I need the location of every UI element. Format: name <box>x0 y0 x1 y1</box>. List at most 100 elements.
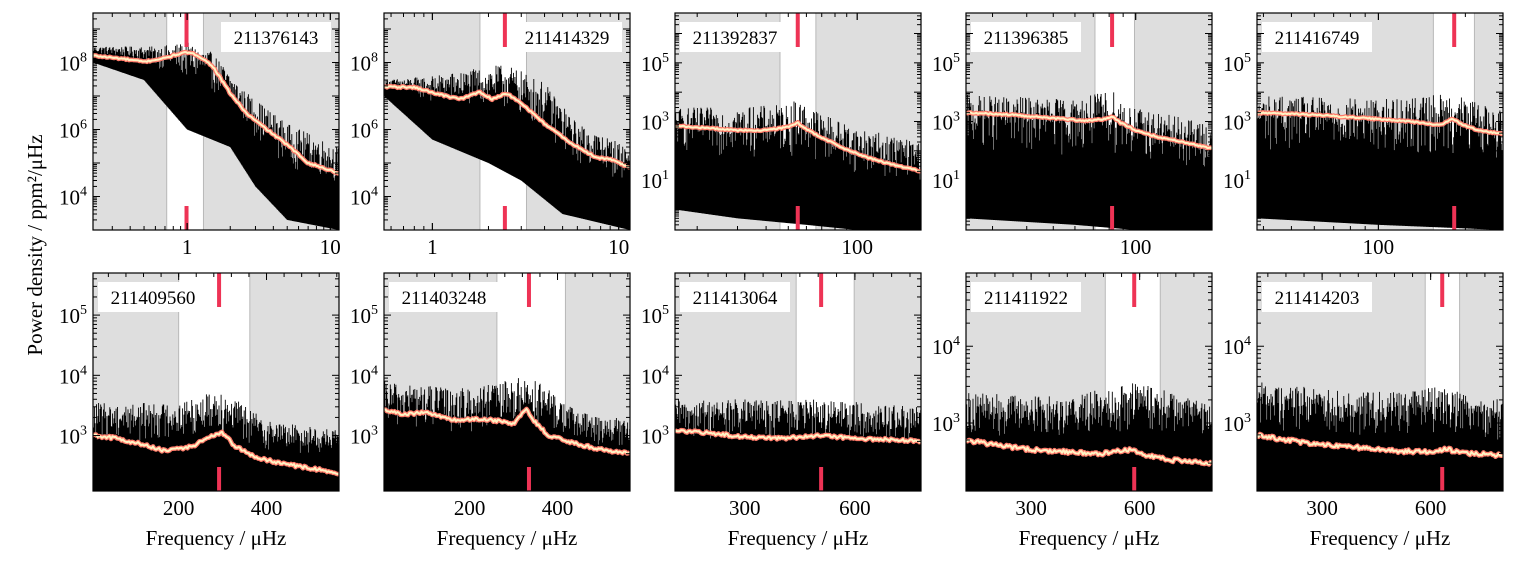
y-tick-label: 104 <box>59 184 87 209</box>
tick-marks <box>675 13 921 230</box>
y-tick-label: 106 <box>59 117 87 142</box>
x-tick-label: 200 <box>454 496 486 520</box>
y-tick-label: 104 <box>1223 334 1251 359</box>
y-tick-label: 105 <box>641 51 669 76</box>
smoothed-spectrum <box>1257 111 1503 136</box>
smoothed-spectrum <box>384 85 630 169</box>
smoothed-spectrum <box>384 407 630 455</box>
power-spectrum <box>966 383 1212 491</box>
y-tick-label: 105 <box>932 51 960 76</box>
y-tick-label: 105 <box>1223 51 1251 76</box>
panel-grid: 211376143 1 10 104 106 108 211414329 1 10 104 106 1… <box>59 12 1504 550</box>
star-id-box <box>389 282 499 312</box>
panel-211392837: 211392837 100 101 103 105 <box>641 12 922 259</box>
shaded-region-left <box>93 13 167 230</box>
x-axis-label: Frequency / μHz <box>146 526 287 550</box>
x-tick-label: 10 <box>608 235 629 259</box>
tick-marks <box>675 273 921 491</box>
panel-211411922: 211411922 300 600 103 104 Frequency / μHz <box>932 272 1213 550</box>
smoothed-spectrum <box>966 111 1212 150</box>
y-tick-label: 101 <box>932 168 960 193</box>
y-tick-label: 103 <box>932 411 960 436</box>
star-id-box <box>98 282 208 312</box>
smoothed-spectrum <box>675 429 921 444</box>
panel-211413064: 211413064 300 600 103 104 105 Frequency / μHz <box>641 272 922 550</box>
star-id-label: 211376143 <box>234 28 319 49</box>
tick-marks <box>384 13 630 230</box>
y-tick-label: 103 <box>1223 110 1251 135</box>
y-axis-label: Power density / ppm²/μHz <box>23 134 47 355</box>
star-id-label: 211416749 <box>1275 28 1360 49</box>
y-tick-label: 106 <box>350 117 378 142</box>
power-spectrum <box>1257 94 1503 230</box>
axes-frame <box>92 12 340 231</box>
x-tick-label: 300 <box>1015 496 1047 520</box>
x-tick-label: 10 <box>320 235 341 259</box>
power-spectrum <box>384 378 630 491</box>
tick-marks <box>384 273 630 491</box>
x-tick-label: 1 <box>427 235 438 259</box>
y-tick-label: 104 <box>59 363 87 388</box>
y-tick-label: 103 <box>641 424 669 449</box>
smoothed-spectrum <box>966 438 1212 466</box>
x-tick-label: 100 <box>841 235 873 259</box>
star-id-label: 211411922 <box>984 288 1068 309</box>
panel-211403248: 211403248 200 400 103 104 105 Frequency / μHz <box>350 272 631 550</box>
x-tick-label: 400 <box>251 496 283 520</box>
panel-211414329: 211414329 1 10 104 106 108 <box>350 12 631 259</box>
x-tick-label: 200 <box>163 496 195 520</box>
y-tick-label: 101 <box>641 168 669 193</box>
y-tick-label: 103 <box>1223 411 1251 436</box>
y-tick-label: 103 <box>641 110 669 135</box>
star-id-label: 211414329 <box>525 28 610 49</box>
axes-frame <box>965 272 1213 492</box>
panel-211416749: 211416749 100 101 103 105 <box>1223 12 1504 259</box>
axes-frame <box>92 272 340 492</box>
y-tick-label: 104 <box>932 334 960 359</box>
axes-frame <box>1256 272 1504 492</box>
y-tick-label: 103 <box>932 110 960 135</box>
axes-frame <box>383 12 631 231</box>
star-id-label: 211392837 <box>693 28 778 49</box>
tick-marks <box>966 273 1212 491</box>
star-id-label: 211413064 <box>693 288 778 309</box>
star-id-label: 211409560 <box>111 288 196 309</box>
x-tick-label: 600 <box>839 496 871 520</box>
star-id-box <box>221 22 331 52</box>
star-id-label: 211403248 <box>402 288 487 309</box>
star-id-box <box>680 282 790 312</box>
y-tick-label: 104 <box>641 363 669 388</box>
smoothed-spectrum <box>1257 432 1503 458</box>
panel-211396385: 211396385 100 101 103 105 <box>932 12 1213 259</box>
power-spectrum <box>675 399 921 491</box>
star-id-label: 211414203 <box>1275 288 1360 309</box>
x-axis-label: Frequency / μHz <box>1310 526 1451 550</box>
plot-area <box>1257 273 1503 491</box>
x-tick-label: 600 <box>1124 496 1156 520</box>
x-tick-label: 400 <box>542 496 574 520</box>
power-spectrum <box>93 42 339 230</box>
x-tick-label: 1 <box>182 235 193 259</box>
axes-frame <box>383 272 631 492</box>
y-tick-label: 104 <box>350 363 378 388</box>
y-tick-label: 105 <box>59 303 87 328</box>
smoothed-spectrum <box>93 430 339 476</box>
x-axis-label: Frequency / μHz <box>437 526 578 550</box>
star-id-box <box>680 22 790 52</box>
y-tick-label: 101 <box>1223 168 1251 193</box>
smoothed-spectrum <box>93 51 339 175</box>
panel-211409560: 211409560 200 400 103 104 105 Frequency / μHz <box>59 272 340 550</box>
power-spectrum <box>384 65 630 230</box>
star-id-box <box>1262 22 1372 52</box>
x-tick-label: 300 <box>1306 496 1338 520</box>
x-tick-label: 600 <box>1415 496 1447 520</box>
power-spectrum <box>675 101 921 230</box>
smoothed-spectrum <box>675 121 921 173</box>
star-id-box <box>971 22 1081 52</box>
y-tick-label: 105 <box>350 303 378 328</box>
y-tick-label: 108 <box>59 50 87 75</box>
x-tick-label: 300 <box>729 496 761 520</box>
y-tick-label: 103 <box>59 424 87 449</box>
x-tick-label: 100 <box>1363 235 1395 259</box>
